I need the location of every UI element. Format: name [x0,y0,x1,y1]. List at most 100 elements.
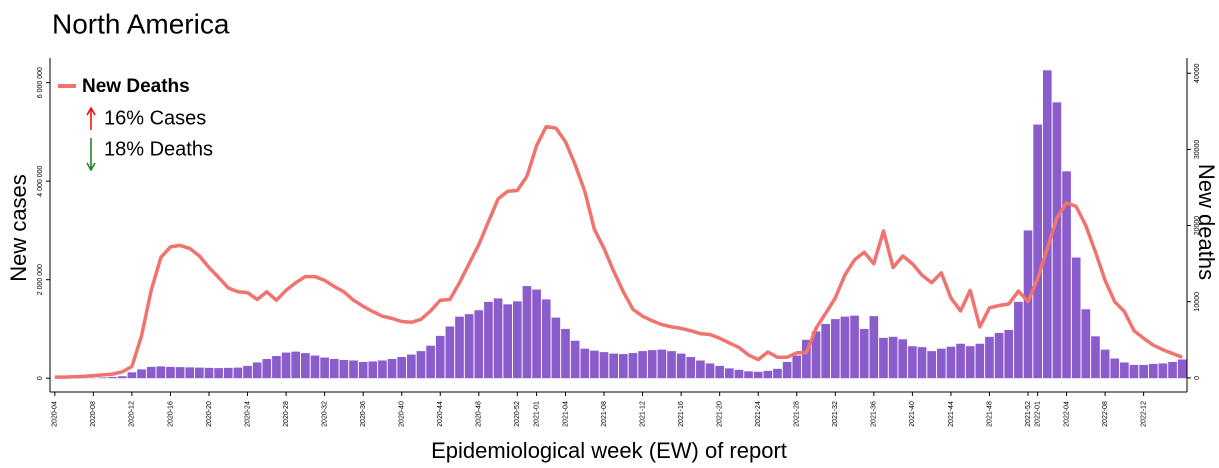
bar [252,362,262,379]
bar [320,357,329,379]
bar [455,316,464,379]
bar [214,368,223,379]
bar [676,353,686,379]
bar [1023,230,1033,379]
x-tick-label: 2020-28 [283,401,290,427]
x-tick-label: 2021-52 [1025,401,1032,427]
bar [744,371,753,379]
annotation: 18% Deaths [104,138,213,160]
bar [368,361,378,379]
x-tick-label: 2020-20 [206,401,213,427]
bar [464,314,474,379]
x-tick-label: 2021-08 [601,401,608,427]
bar [647,350,657,379]
x-tick-label: 2022-08 [1102,401,1109,427]
bar [98,377,108,379]
y2-axis-label: New deaths [1194,164,1219,280]
bar [1120,362,1129,379]
bar [291,351,301,379]
bar [696,360,705,379]
bar [1042,70,1052,379]
bar [628,353,638,379]
bar [599,352,609,379]
bar [753,371,763,379]
bar [715,365,725,379]
bar [541,299,551,379]
bar [493,298,503,379]
x-axis-label: Epidemiological week (EW) of report [431,438,787,463]
bar [869,316,879,379]
chart-title: North America [52,8,230,39]
bar [763,370,773,379]
bar [310,355,320,379]
bar [108,376,117,379]
bar [1062,171,1071,379]
bar [137,369,146,379]
bar [1014,301,1023,379]
bar [811,331,821,379]
x-tick-label: 2021-16 [678,401,685,427]
bar [782,361,792,379]
y2-tick-label: 40000 [1194,63,1201,83]
bar [378,360,387,379]
bar [281,352,291,379]
bar [975,343,985,379]
bar [580,348,590,379]
x-tick-label: 2020-44 [437,401,444,427]
bar [908,346,917,379]
bar [561,328,570,379]
bar [830,319,840,379]
x-tick-label: 2020-36 [360,401,367,427]
x-tick-label: 2021-48 [986,401,993,427]
bar [233,367,243,379]
bar [503,304,513,379]
bar [850,315,859,379]
x-tick-label: 2020-04 [52,401,59,427]
y-tick-label: 2 000 000 [37,264,44,295]
x-tick-label: 2021-12 [639,401,646,427]
bar [1110,358,1120,379]
bar [1081,309,1091,379]
x-tick-label: 2022-01 [1034,401,1041,427]
y2-tick-label: 20000 [1194,216,1201,236]
bar [985,336,994,379]
x-tick-label: 2021-44 [948,401,955,427]
bar [301,353,310,379]
bar [522,286,532,379]
x-tick-label: 2020-32 [321,401,328,427]
bar [917,347,927,379]
bar [127,372,137,379]
bar [474,310,484,379]
y-tick-label: 0 [37,376,44,380]
bar [532,289,541,379]
bar [859,328,869,379]
x-tick-label: 2020-52 [514,401,521,427]
bar [1033,124,1042,379]
bar [609,353,619,379]
x-tick-label: 2021-24 [755,401,762,427]
bar [146,366,156,379]
bar [166,366,175,379]
bar [1091,336,1100,379]
annotation: 16% Cases [104,107,206,129]
bar [349,360,358,379]
bar [657,349,667,379]
bar [773,368,782,379]
bar [1071,257,1081,379]
bar [185,367,195,379]
bar [927,351,936,379]
bar [223,367,233,379]
bar [551,317,561,379]
arrow-up-head [86,106,96,116]
x-tick-label: 2021-01 [533,401,540,427]
bar [329,358,339,379]
bar [1177,359,1187,379]
bar [1148,363,1158,379]
bar [512,301,522,379]
bar [1158,363,1168,379]
y2-tick-label: 10000 [1194,292,1201,312]
x-tick-label: 2021-32 [832,401,839,427]
bar [840,316,850,379]
bar [204,367,214,379]
